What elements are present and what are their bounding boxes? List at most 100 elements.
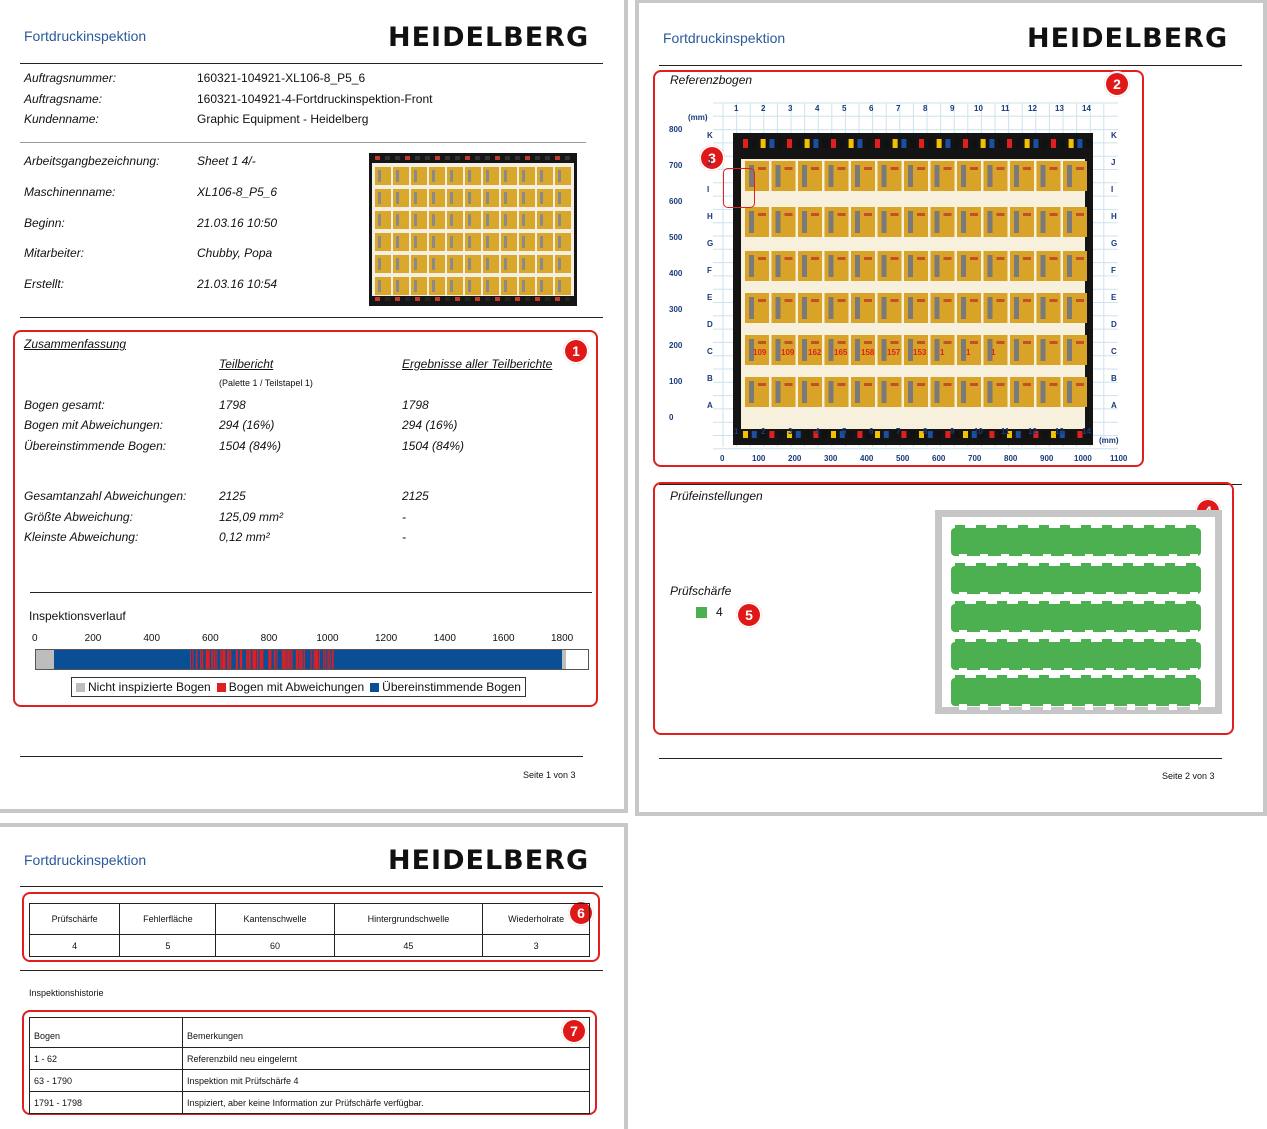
annotation-badge-3: 3 — [699, 145, 725, 171]
axis-tick-label: 1800 — [551, 633, 574, 644]
header-rule — [20, 886, 603, 887]
defect-count: 165 — [834, 348, 848, 357]
all-reports-header: Ergebnisse aller Teilberichte — [402, 357, 553, 371]
operation-value: Sheet 1 4/- — [197, 154, 256, 168]
column-label-bottom: 12 — [1028, 427, 1037, 436]
header-rule — [20, 63, 603, 64]
y-axis-tick: 0 — [669, 413, 674, 422]
partial-report-subheader: (Palette 1 / Teilstapel 1) — [219, 378, 313, 388]
machine-value: XL106-8_P5_6 — [197, 185, 278, 199]
row-label-right: D — [1111, 320, 1117, 329]
table-row: Bogen Bemerkungen — [29, 1017, 590, 1048]
row-label-left: D — [707, 320, 713, 329]
summary-row-label: Größte Abweichung: — [24, 510, 133, 524]
order-name-value: 160321-104921-4-Fortdruckinspektion-Fron… — [197, 92, 433, 106]
column-label-top: 6 — [869, 104, 874, 113]
history-cell: Inspektion mit Prüfschärfe 4 — [182, 1069, 590, 1092]
defect-count: 1 — [991, 348, 996, 357]
unit-label-x: (mm) — [1099, 436, 1119, 445]
defect-count: 109 — [753, 348, 767, 357]
row-label-right: B — [1111, 374, 1117, 383]
segment-matching — [54, 650, 562, 669]
history-cell: 1 - 62 — [29, 1047, 183, 1070]
x-axis-tick: 0 — [720, 454, 725, 463]
row-label-left: A — [707, 401, 713, 410]
parameters-table: Prüfschärfe Fehlerfläche Kantenschwelle … — [28, 903, 590, 957]
section-rule — [20, 970, 603, 971]
annotation-badge-5: 5 — [736, 602, 762, 628]
summary-row-v1: 2125 — [219, 489, 246, 503]
inspection-progress-bar — [35, 649, 589, 670]
axis-tick-label: 1400 — [433, 633, 456, 644]
summary-row-v2: - — [402, 510, 406, 524]
start-value: 21.03.16 10:50 — [197, 216, 278, 230]
summary-row-v1: 0,12 mm² — [219, 530, 270, 544]
history-highlight — [22, 1010, 597, 1115]
defect-count: 1 — [966, 348, 971, 357]
y-axis-tick: 600 — [669, 197, 683, 206]
param-value: 60 — [215, 934, 335, 957]
summary-row-label: Gesamtanzahl Abweichungen: — [24, 489, 187, 503]
y-axis-tick: 100 — [669, 377, 683, 386]
y-axis-tick: 700 — [669, 161, 683, 170]
axis-tick-label: 0 — [32, 633, 38, 644]
order-number-label: Auftragsnummer: — [24, 71, 117, 85]
x-axis-tick: 400 — [860, 454, 874, 463]
column-label-top: 8 — [923, 104, 928, 113]
row-label-left: I — [707, 185, 710, 194]
settings-highlight — [653, 482, 1234, 735]
label-cells — [745, 161, 1087, 407]
column-label-bottom: 7 — [896, 427, 901, 436]
summary-rule — [30, 592, 592, 593]
summary-row-v2: 2125 — [402, 489, 429, 503]
info-rule — [20, 142, 586, 143]
column-label-bottom: 4 — [815, 427, 820, 436]
sheet-thumbnail — [369, 153, 577, 306]
page-number: Seite 2 von 3 — [1162, 771, 1215, 781]
defect-count: 158 — [861, 348, 875, 357]
annotation-badge-1: 1 — [563, 338, 589, 364]
column-label-bottom: 8 — [923, 427, 928, 436]
row-label-left: B — [707, 374, 713, 383]
inspection-history-title: Inspektionshistorie — [29, 988, 104, 998]
sharpness-value: 4 — [716, 605, 723, 619]
column-label-bottom: 10 — [974, 427, 983, 436]
operation-label: Arbeitsgangbezeichnung: — [24, 154, 160, 168]
column-label-bottom: 2 — [761, 427, 766, 436]
parameters-highlight — [22, 892, 600, 962]
row-label-right: G — [1111, 239, 1118, 248]
defect-count: 162 — [808, 348, 822, 357]
param-header: Hintergrundschwelle — [333, 903, 484, 935]
legend-swatch — [76, 683, 85, 693]
segment-not-inspected — [36, 650, 54, 669]
defect-count: 1 — [940, 348, 945, 357]
row-label-left: K — [707, 131, 713, 140]
column-label-top: 2 — [761, 104, 766, 113]
sharpness-swatch — [696, 607, 707, 618]
defect-count: 153 — [913, 348, 927, 357]
param-value: 4 — [28, 934, 121, 957]
x-axis-tick: 700 — [968, 454, 982, 463]
sharpness-preview-graphic — [942, 517, 1215, 710]
param-header: Kantenschwelle — [215, 903, 335, 935]
column-label-top: 10 — [974, 104, 983, 113]
x-axis-tick: 800 — [1004, 454, 1018, 463]
heidelberg-logo: HEIDELBERG — [388, 845, 590, 876]
customer-name-label: Kundenname: — [24, 112, 99, 126]
column-label-top: 3 — [788, 104, 793, 113]
heidelberg-logo: HEIDELBERG — [388, 22, 590, 53]
employee-label: Mitarbeiter: — [24, 246, 85, 260]
created-label: Erstellt: — [24, 277, 65, 291]
page-2: Fortdruckinspektion HEIDELBERG 2 Referen… — [639, 3, 1263, 812]
row-label-right: J — [1111, 158, 1116, 167]
column-label-top: 5 — [842, 104, 847, 113]
reference-sheet-title: Referenzbogen — [670, 73, 753, 87]
x-axis-tick: 100 — [752, 454, 766, 463]
header-rule — [659, 65, 1242, 66]
defect-count: 157 — [887, 348, 901, 357]
row-label-left: G — [707, 239, 714, 248]
history-cell: 1791 - 1798 — [29, 1091, 183, 1114]
inspection-progress-graphic — [36, 650, 566, 669]
row-label-right: A — [1111, 401, 1117, 410]
column-label-top: 9 — [950, 104, 955, 113]
